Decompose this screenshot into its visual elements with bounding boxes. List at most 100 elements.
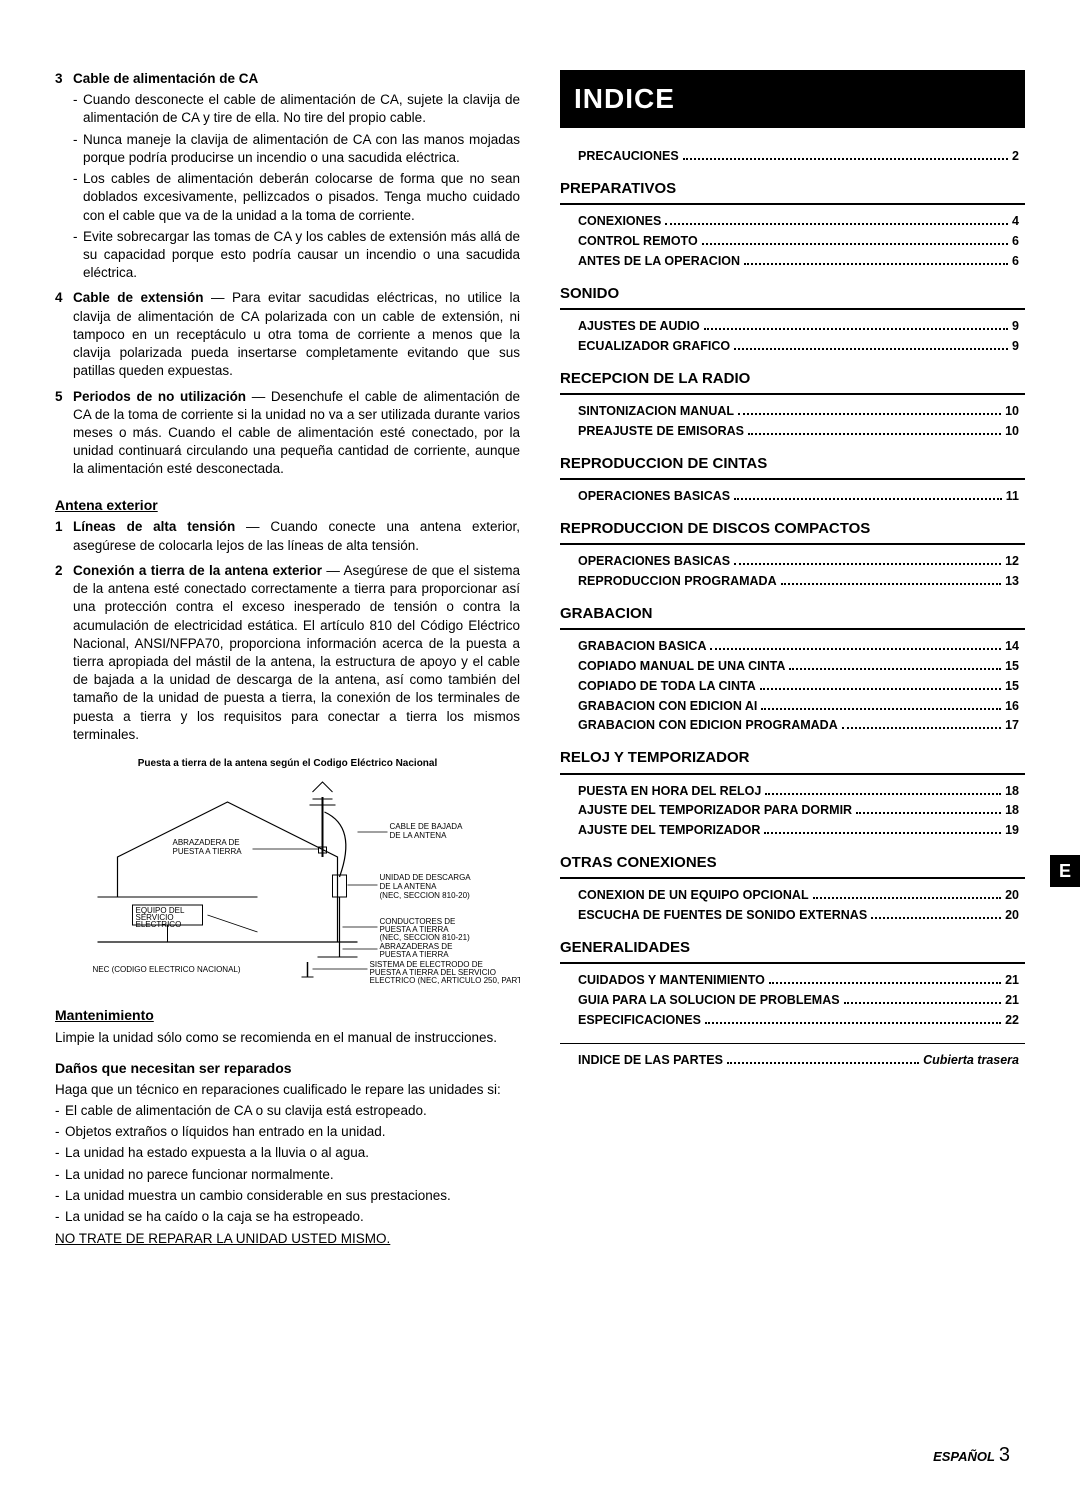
toc-dots [765, 793, 1001, 795]
toc-label: PRECAUCIONES [578, 148, 679, 165]
toc-dots [734, 498, 1002, 500]
item-4: 4 Cable de extensión — Para evitar sacud… [55, 289, 520, 383]
diagram-label: ELECTRICO (NEC, ARTICULO 250, PARTE H) [370, 976, 521, 985]
toc-entry: ESCUCHA DE FUENTES DE SONIDO EXTERNAS 20 [578, 907, 1019, 924]
diagram-label: (NEC, SECCION 810-21) [380, 933, 471, 942]
toc-page: 15 [1005, 658, 1019, 675]
toc-entry-final: INDICE DE LAS PARTES Cubierta trasera [578, 1052, 1019, 1069]
mantenimiento-text: Limpie la unidad sólo como se recomienda… [55, 1029, 520, 1047]
toc-entry: CONTROL REMOTO6 [578, 233, 1019, 250]
dash-text: Los cables de alimentación deberán coloc… [83, 170, 520, 225]
toc-label: GUIA PARA LA SOLUCION DE PROBLEMAS [578, 992, 840, 1009]
no-repair-warning: NO TRATE DE REPARAR LA UNIDAD USTED MISM… [55, 1230, 520, 1248]
dash-item: -La unidad ha estado expuesta a la lluvi… [55, 1144, 520, 1162]
dash-item: -El cable de alimentación de CA o su cla… [55, 1102, 520, 1120]
dash: - [55, 1144, 65, 1162]
toc-entry: OPERACIONES BASICAS11 [578, 488, 1019, 505]
toc-dots [769, 982, 1001, 984]
toc-group: CONEXION DE UN EQUIPO OPCIONAL20 ESCUCHA … [560, 887, 1025, 924]
toc-group: GRABACION BASICA14 COPIADO MANUAL DE UNA … [560, 638, 1025, 734]
item-number: 5 [55, 388, 73, 482]
toc-page: 16 [1005, 698, 1019, 715]
toc-entry: AJUSTES DE AUDIO9 [578, 318, 1019, 335]
toc-rule [560, 773, 1025, 775]
toc-dots [844, 1002, 1002, 1004]
toc-entry: AJUSTE DEL TEMPORIZADOR19 [578, 822, 1019, 839]
toc-dots [842, 727, 1001, 729]
toc-dots [727, 1062, 919, 1064]
toc-entry: CONEXIONES4 [578, 213, 1019, 230]
toc-dots [871, 917, 1001, 919]
item-5-title: Periodos de no utilización [73, 389, 246, 404]
diagram-label: UNIDAD DE DESCARGA [380, 873, 472, 882]
dash: - [73, 131, 83, 167]
toc-section-title: GENERALIDADES [560, 938, 1025, 960]
toc-label: PREAJUSTE DE EMISORAS [578, 423, 744, 440]
toc-page: 20 [1005, 907, 1019, 924]
toc-label: ANTES DE LA OPERACION [578, 253, 740, 270]
footer-language: ESPAÑOL [933, 1449, 995, 1464]
toc-entry: CUIDADOS Y MANTENIMIENTO21 [578, 972, 1019, 989]
mantenimiento-heading: Mantenimiento [55, 1006, 520, 1025]
toc-entry: ESPECIFICACIONES 22 [578, 1012, 1019, 1029]
toc-label: INDICE DE LAS PARTES [578, 1052, 723, 1069]
toc-dots [665, 223, 1008, 225]
toc-group: CUIDADOS Y MANTENIMIENTO21 GUIA PARA LA S… [560, 972, 1025, 1029]
toc-group: AJUSTES DE AUDIO9 ECUALIZADOR GRAFICO9 [560, 318, 1025, 355]
toc-entry: CONEXION DE UN EQUIPO OPCIONAL20 [578, 887, 1019, 904]
toc-entry: PREAJUSTE DE EMISORAS10 [578, 423, 1019, 440]
toc-group: OPERACIONES BASICAS12REPRODUCCION PROGRA… [560, 553, 1025, 590]
toc-label: CONEXIONES [578, 213, 661, 230]
dash-item: -La unidad no parece funcionar normalmen… [55, 1166, 520, 1184]
toc-group: OPERACIONES BASICAS11 [560, 488, 1025, 505]
toc-page: 2 [1012, 148, 1019, 165]
dash: - [55, 1187, 65, 1205]
toc-page: 20 [1005, 887, 1019, 904]
toc-label: OPERACIONES BASICAS [578, 488, 730, 505]
toc-entry: COPIADO DE TODA LA CINTA15 [578, 678, 1019, 695]
item-number: 1 [55, 518, 73, 557]
toc-page: 6 [1012, 233, 1019, 250]
dash-item: -Nunca maneje la clavija de alimentación… [73, 131, 520, 167]
toc-dots [856, 812, 1001, 814]
toc-page: 9 [1012, 338, 1019, 355]
toc-page: 15 [1005, 678, 1019, 695]
dash: - [73, 170, 83, 225]
antena-1-title: Líneas de alta tensión [73, 519, 235, 534]
antena-2-title: Conexión a tierra de la antena exterior [73, 563, 322, 578]
toc-label: GRABACION CON EDICION PROGRAMADA [578, 717, 838, 734]
toc-entry: PUESTA EN HORA DEL RELOJ18 [578, 783, 1019, 800]
toc-rule [560, 393, 1025, 395]
toc-dots [744, 263, 1008, 265]
toc-page: 17 [1005, 717, 1019, 734]
toc-page: 6 [1012, 253, 1019, 270]
toc-entry: ECUALIZADOR GRAFICO9 [578, 338, 1019, 355]
toc-page: 10 [1005, 403, 1019, 420]
dash-text: La unidad no parece funcionar normalment… [65, 1166, 520, 1184]
toc-dots [683, 158, 1008, 160]
page-footer: ESPAÑOL 3 [933, 1444, 1010, 1467]
toc-label: ESCUCHA DE FUENTES DE SONIDO EXTERNAS [578, 907, 867, 924]
toc-page: 21 [1005, 992, 1019, 1009]
toc-dots [705, 1022, 1001, 1024]
item-3: 3 Cable de alimentación de CA -Cuando de… [55, 70, 520, 285]
toc-dots [748, 433, 1001, 435]
toc-label: ESPECIFICACIONES [578, 1012, 701, 1029]
dash-item: -La unidad se ha caído o la caja se ha e… [55, 1208, 520, 1226]
toc-rule [560, 543, 1025, 545]
toc-dots [761, 708, 1001, 710]
diagram-label: (NEC, SECCION 810-20) [380, 891, 471, 900]
toc-dots [789, 668, 1001, 670]
toc-entry: GRABACION CON EDICION PROGRAMADA 17 [578, 717, 1019, 734]
toc-page: 13 [1005, 573, 1019, 590]
toc-entry: GRABACION BASICA14 [578, 638, 1019, 655]
toc-section-title: GRABACION [560, 604, 1025, 626]
toc-label: COPIADO MANUAL DE UNA CINTA [578, 658, 785, 675]
toc-page: 22 [1005, 1012, 1019, 1029]
dash: - [55, 1208, 65, 1226]
dash-text: Nunca maneje la clavija de alimentación … [83, 131, 520, 167]
toc-rule [560, 962, 1025, 964]
toc-divider [560, 1043, 1025, 1044]
toc-dots [760, 688, 1001, 690]
dash-text: Cuando desconecte el cable de alimentaci… [83, 91, 520, 127]
